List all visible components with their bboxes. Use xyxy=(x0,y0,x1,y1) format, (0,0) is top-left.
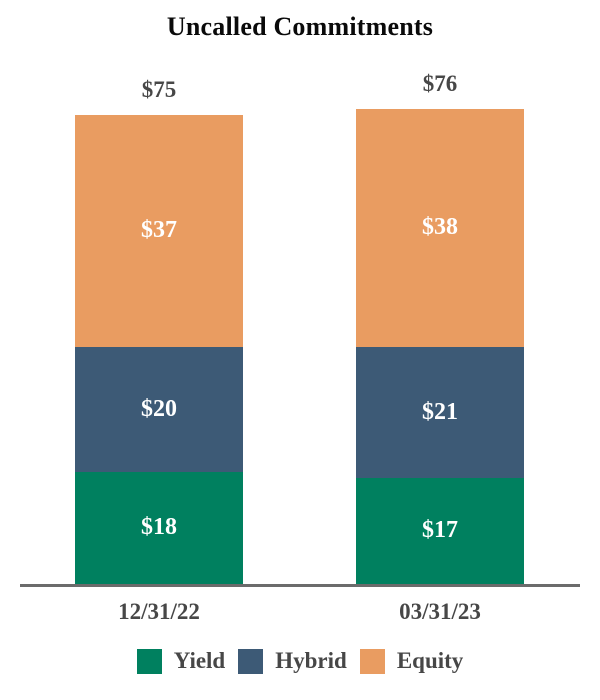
bar-total-label: $76 xyxy=(422,71,458,96)
bar-segment-hybrid: $21 xyxy=(356,346,524,478)
bar-segment-equity: $37 xyxy=(75,115,243,347)
legend-swatch-hybrid xyxy=(238,648,264,674)
chart-title: Uncalled Commitments xyxy=(166,12,434,41)
legend-label-yield: Yield xyxy=(173,648,226,673)
bar-total-label: $75 xyxy=(141,77,177,103)
bar-segment-yield: $17 xyxy=(356,477,524,584)
legend-swatch-yield xyxy=(136,648,162,674)
legend-label-equity: Equity xyxy=(396,648,464,673)
segment-value-label: $38 xyxy=(422,214,458,241)
legend: Yield Hybrid Equity xyxy=(0,648,600,674)
segment-value-label: $20 xyxy=(141,395,177,422)
legend-item-equity: Equity xyxy=(359,648,464,674)
legend-label-hybrid: Hybrid xyxy=(275,648,347,673)
segment-value-label: $21 xyxy=(422,398,458,425)
segment-value-label: $37 xyxy=(141,217,177,244)
legend-swatch-equity xyxy=(359,648,385,674)
x-axis-line xyxy=(20,584,580,587)
segment-value-label: $18 xyxy=(141,514,177,541)
legend-item-yield: Yield xyxy=(136,648,226,674)
segment-value-label: $17 xyxy=(422,517,458,544)
x-axis-label: 03/31/23 xyxy=(399,599,481,624)
bar-segment-hybrid: $20 xyxy=(75,346,243,472)
legend-item-hybrid: Hybrid xyxy=(238,648,347,674)
bar-segment-equity: $38 xyxy=(356,109,524,347)
stacked-bar: $37 $20 $18 xyxy=(75,115,243,584)
stacked-bar: $38 $21 $17 xyxy=(356,109,524,584)
x-axis-label: 12/31/22 xyxy=(118,599,200,624)
bar-segment-yield: $18 xyxy=(75,471,243,584)
